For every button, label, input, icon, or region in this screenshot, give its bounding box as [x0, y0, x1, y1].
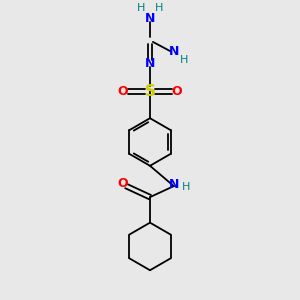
Text: N: N: [169, 178, 180, 191]
Text: N: N: [145, 12, 155, 25]
Text: N: N: [145, 57, 155, 70]
Text: O: O: [117, 177, 128, 190]
Text: S: S: [145, 84, 155, 99]
Text: N: N: [169, 45, 180, 58]
Text: H: H: [182, 182, 190, 192]
Text: O: O: [172, 85, 182, 98]
Text: O: O: [118, 85, 128, 98]
Text: H: H: [154, 3, 163, 13]
Text: H: H: [137, 3, 146, 13]
Text: H: H: [180, 55, 188, 65]
